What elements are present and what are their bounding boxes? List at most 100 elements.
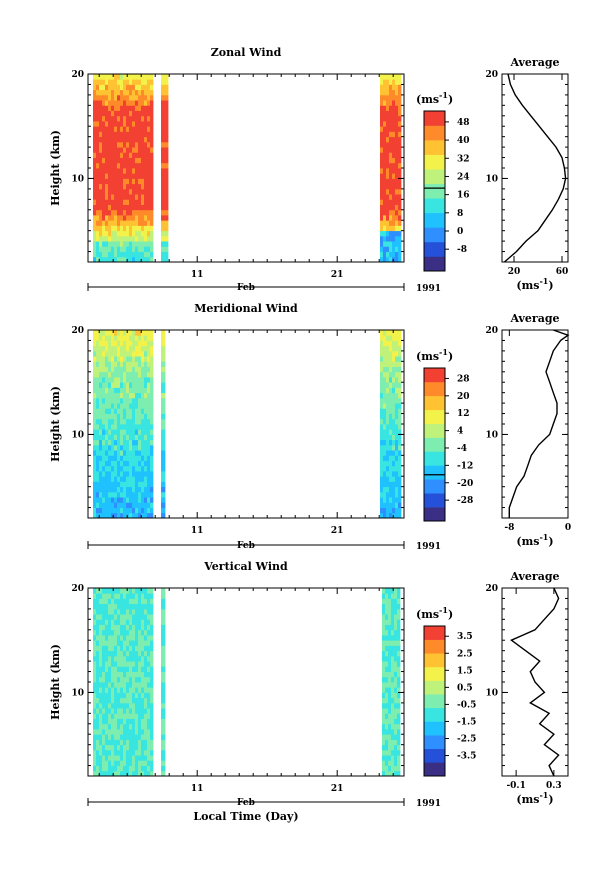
heatmap-cell xyxy=(102,770,106,777)
heatmap-cell xyxy=(117,100,121,106)
heatmap-cell xyxy=(120,162,124,169)
heatmap-cell xyxy=(144,152,148,158)
heatmap-cell xyxy=(138,650,142,657)
heatmap-cell xyxy=(114,251,118,258)
heatmap-cell xyxy=(108,371,112,378)
heatmap-cell xyxy=(123,491,127,498)
heatmap-cell xyxy=(102,105,106,111)
heatmap-cell xyxy=(380,126,384,132)
heatmap-cell xyxy=(111,593,115,599)
heatmap-cell xyxy=(129,497,133,503)
heatmap-cell xyxy=(105,608,109,615)
heatmap-cell xyxy=(93,371,97,378)
heatmap-cell xyxy=(111,340,115,347)
heatmap-cell xyxy=(138,429,142,435)
heatmap-cell xyxy=(111,162,115,169)
heatmap-cell xyxy=(398,350,402,357)
heatmap-cell xyxy=(114,697,118,704)
heatmap-cell xyxy=(126,152,130,158)
heatmap-cell xyxy=(123,471,127,477)
colorbar-swatch xyxy=(424,493,445,508)
heatmap-cell xyxy=(161,455,166,461)
heatmap-cell xyxy=(105,392,109,399)
heatmap-cell xyxy=(135,460,139,467)
heatmap-cell xyxy=(383,450,387,456)
heatmap-cell xyxy=(141,235,145,242)
heatmap-cell xyxy=(138,755,142,761)
heatmap-cell xyxy=(120,635,124,641)
heatmap-cell xyxy=(395,110,399,117)
x-tick-label: 21 xyxy=(331,784,344,794)
heatmap-cell xyxy=(391,635,395,641)
heatmap-cell xyxy=(123,588,127,594)
y-tick-label: 20 xyxy=(71,70,84,80)
heatmap-cell xyxy=(150,729,154,735)
heatmap-cell xyxy=(120,671,124,678)
heatmap-cell xyxy=(386,256,390,263)
heatmap-cell xyxy=(96,692,100,699)
heatmap-cell xyxy=(141,79,145,85)
colorbar-unit: (ms-1) xyxy=(416,347,453,363)
heatmap-cell xyxy=(383,162,387,169)
heatmap-cell xyxy=(132,671,136,678)
heatmap-cell xyxy=(129,84,133,91)
heatmap-cell xyxy=(388,593,392,599)
heatmap-cell xyxy=(117,593,121,599)
heatmap-cell xyxy=(132,392,136,399)
heatmap-cell xyxy=(111,131,115,138)
heatmap-cell xyxy=(96,497,100,503)
heatmap-cell xyxy=(123,356,127,362)
heatmap-cell xyxy=(108,424,112,430)
heatmap-cell xyxy=(135,444,139,451)
heatmap-cell xyxy=(382,635,386,641)
heatmap-cell xyxy=(114,603,118,610)
heatmap-cell xyxy=(138,220,142,226)
heatmap-cell xyxy=(138,110,142,117)
heatmap-cell xyxy=(105,739,109,746)
heatmap-cell xyxy=(111,635,115,641)
heatmap-cell xyxy=(93,476,97,482)
heatmap-cell xyxy=(397,598,401,605)
heatmap-cell xyxy=(120,713,124,719)
heatmap-cell xyxy=(99,345,103,352)
heatmap-cell xyxy=(392,235,396,242)
heatmap-cell xyxy=(395,235,399,242)
heatmap-cell xyxy=(96,330,100,336)
heatmap-cell xyxy=(108,770,112,777)
heatmap-cell xyxy=(161,157,169,164)
heatmap-cell xyxy=(132,235,136,242)
heatmap-cell xyxy=(135,241,139,247)
heatmap-cell xyxy=(147,603,151,610)
heatmap-cell xyxy=(147,225,151,232)
heatmap-cell xyxy=(117,136,121,143)
heatmap-cell xyxy=(105,465,109,472)
heatmap-cell xyxy=(150,608,154,615)
heatmap-cell xyxy=(99,471,103,477)
heatmap-cell xyxy=(391,666,395,672)
heatmap-cell xyxy=(135,204,139,211)
heatmap-cell xyxy=(161,598,166,605)
heatmap-cell xyxy=(147,734,151,740)
heatmap-cell xyxy=(383,371,387,378)
heatmap-cell xyxy=(114,356,118,362)
heatmap-cell xyxy=(129,619,133,625)
heatmap-cell xyxy=(102,131,106,138)
heatmap-cell xyxy=(161,729,166,735)
heatmap-cell xyxy=(383,100,387,106)
heatmap-cell xyxy=(117,403,121,409)
heatmap-cell xyxy=(398,105,402,111)
heatmap-cell xyxy=(161,692,166,699)
heatmap-cell xyxy=(93,460,97,467)
colorbar-tick-label: 3.5 xyxy=(457,632,473,642)
heatmap-cell xyxy=(93,697,97,704)
heatmap-cell xyxy=(114,387,118,394)
heatmap-cell xyxy=(144,204,148,211)
heatmap-cell xyxy=(138,603,142,610)
heatmap-cell xyxy=(99,178,103,185)
heatmap-cell xyxy=(120,89,124,96)
heatmap-cell xyxy=(93,178,97,185)
heatmap-cell xyxy=(150,588,154,594)
heatmap-cell xyxy=(123,121,127,127)
heatmap-cell xyxy=(99,115,103,122)
heatmap-cell xyxy=(144,345,148,352)
